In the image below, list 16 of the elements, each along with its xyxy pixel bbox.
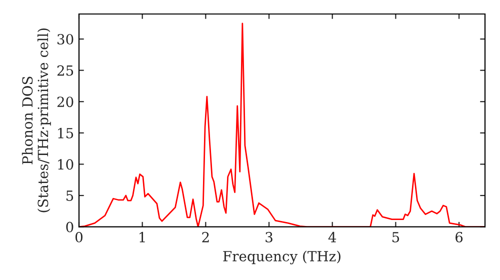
y-tick-label: 20 bbox=[57, 96, 74, 108]
x-tick-label: 6 bbox=[456, 232, 463, 242]
y-axis-title: Phonon DOS (States/THz·primitive cell) bbox=[22, 28, 51, 212]
x-tick-label: 0 bbox=[75, 232, 82, 242]
y-tick-label: 5 bbox=[66, 190, 74, 201]
x-tick-label: 3 bbox=[266, 232, 272, 242]
x-tick-label: 2 bbox=[202, 232, 209, 242]
y-tick-label: 15 bbox=[58, 128, 74, 138]
y-tick-label: 10 bbox=[58, 159, 74, 170]
x-axis-title: Frequency (THz) bbox=[223, 250, 340, 264]
y-tick-label: 25 bbox=[57, 65, 74, 76]
y-tick-label: 30 bbox=[58, 34, 74, 45]
x-tick-label: 1 bbox=[140, 232, 145, 242]
y-tick-label: 0 bbox=[66, 222, 74, 232]
x-tick-label: 4 bbox=[328, 232, 336, 242]
x-tick-label: 5 bbox=[392, 232, 400, 242]
